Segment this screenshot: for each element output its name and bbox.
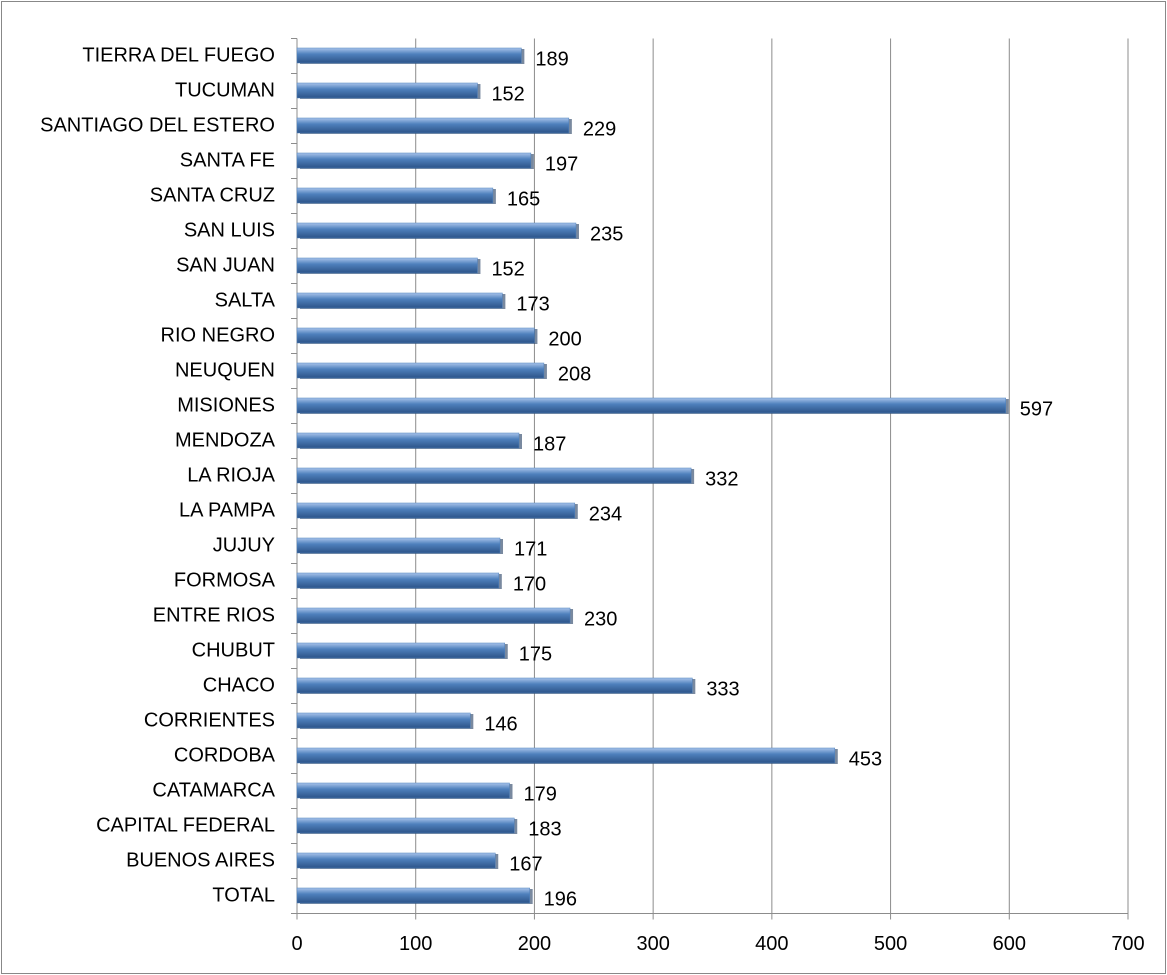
bar: [296, 187, 494, 204]
data-label: 170: [513, 573, 546, 595]
x-tick-label: 700: [1111, 933, 1144, 955]
x-tick-label: 400: [755, 933, 788, 955]
data-label: 196: [544, 888, 577, 910]
data-label: 167: [509, 853, 542, 875]
y-tick-label: LA RIOJA: [187, 464, 275, 486]
data-label: 165: [507, 188, 540, 210]
y-tick-label: TOTAL: [212, 884, 275, 906]
y-tick-label: CAPITAL FEDERAL: [96, 814, 275, 836]
bar: [296, 502, 576, 519]
bar: [296, 887, 530, 904]
y-tick-label: SANTA CRUZ: [150, 184, 275, 206]
y-tick-label: SANTIAGO DEL ESTERO: [40, 114, 275, 136]
data-label: 146: [484, 713, 517, 735]
bar: [296, 362, 545, 379]
data-label: 229: [583, 118, 616, 140]
y-tick-label: TUCUMAN: [175, 79, 275, 101]
y-tick-label: CHUBUT: [192, 639, 275, 661]
y-tick-label: CHACO: [203, 674, 275, 696]
x-tick-label: 600: [993, 933, 1026, 955]
data-label: 208: [558, 363, 591, 385]
bar: [296, 257, 478, 274]
bar: [296, 152, 532, 169]
y-tick-label: MISIONES: [177, 394, 275, 416]
data-label: 183: [528, 818, 561, 840]
data-label: 230: [584, 608, 617, 630]
bar: [296, 572, 500, 589]
bar: [296, 537, 501, 554]
y-tick-label: CATAMARCA: [152, 779, 275, 801]
bar: [296, 607, 571, 624]
y-tick-label: BUENOS AIRES: [126, 849, 275, 871]
data-label: 234: [589, 503, 622, 525]
data-label: 200: [548, 328, 581, 350]
x-tick-label: 200: [518, 933, 551, 955]
x-tick-label: 300: [636, 933, 669, 955]
bar: [296, 852, 496, 869]
y-tick-label: FORMOSA: [174, 569, 276, 591]
x-tick-label: 500: [874, 933, 907, 955]
data-label: 173: [516, 293, 549, 315]
bar: [296, 82, 478, 99]
bar: [296, 467, 692, 484]
x-tick-label: 100: [399, 933, 432, 955]
data-label: 152: [491, 83, 524, 105]
y-tick-label: SANTA FE: [180, 149, 275, 171]
bar: [296, 397, 1006, 414]
data-label: 453: [849, 748, 882, 770]
y-tick-label: TIERRA DEL FUEGO: [82, 44, 275, 66]
bar: [296, 677, 693, 694]
y-tick-label: NEUQUEN: [175, 359, 275, 381]
x-tick-label: 0: [291, 933, 302, 955]
bar: [296, 432, 520, 449]
y-tick-label: CORRIENTES: [144, 709, 275, 731]
bar: [296, 642, 505, 659]
y-tick-label: MENDOZA: [175, 429, 276, 451]
data-label: 235: [590, 223, 623, 245]
bar: [296, 292, 503, 309]
data-label: 189: [535, 48, 568, 70]
data-label: 597: [1020, 398, 1053, 420]
data-label: 152: [491, 258, 524, 280]
y-tick-label: SALTA: [215, 289, 276, 311]
bar: [296, 222, 577, 239]
bar: [296, 712, 471, 729]
y-tick-label: SAN JUAN: [176, 254, 275, 276]
y-tick-label: LA PAMPA: [179, 499, 276, 521]
y-tick-label: CORDOBA: [174, 744, 276, 766]
y-tick-label: SAN LUIS: [184, 219, 275, 241]
bar: [296, 747, 836, 764]
data-label: 197: [545, 153, 578, 175]
data-label: 187: [533, 433, 566, 455]
data-label: 175: [519, 643, 552, 665]
data-label: 171: [514, 538, 547, 560]
y-tick-label: ENTRE RIOS: [153, 604, 275, 626]
bar: [296, 117, 570, 134]
y-tick-label: JUJUY: [213, 534, 275, 556]
data-label: 332: [705, 468, 738, 490]
data-label: 179: [523, 783, 556, 805]
bar: [296, 817, 515, 834]
y-tick-label: RIO NEGRO: [161, 324, 275, 346]
bar: [296, 782, 510, 799]
bar: [296, 327, 535, 344]
bar: [296, 47, 522, 64]
data-label: 333: [706, 678, 739, 700]
